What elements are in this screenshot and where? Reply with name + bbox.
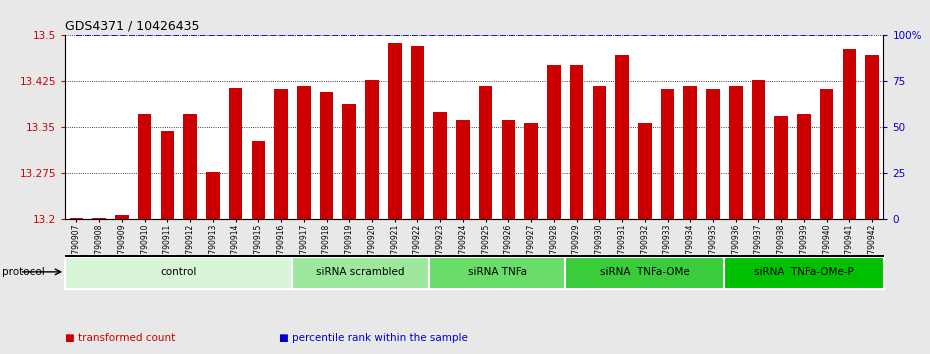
Text: siRNA TNFa: siRNA TNFa [468, 267, 526, 277]
Bar [92, 218, 106, 219]
Bar [115, 215, 128, 219]
Text: siRNA  TNFa-OMe: siRNA TNFa-OMe [600, 267, 690, 277]
Bar [751, 80, 765, 219]
Bar [616, 55, 629, 219]
Text: siRNA scrambled: siRNA scrambled [316, 267, 405, 277]
Bar [547, 65, 561, 219]
Bar [706, 90, 720, 219]
Bar [297, 86, 311, 219]
Bar [570, 65, 583, 219]
Bar [365, 80, 379, 219]
Bar [229, 87, 243, 219]
Text: protocol: protocol [2, 267, 45, 277]
FancyBboxPatch shape [65, 255, 883, 257]
Text: GDS4371 / 10426435: GDS4371 / 10426435 [65, 20, 200, 33]
Bar [638, 122, 652, 219]
Text: ■ transformed count: ■ transformed count [65, 333, 176, 343]
Bar [433, 112, 447, 219]
Text: ■ percentile rank within the sample: ■ percentile rank within the sample [279, 333, 468, 343]
Bar [820, 90, 833, 219]
FancyBboxPatch shape [292, 257, 429, 289]
Text: control: control [161, 267, 197, 277]
Bar [70, 218, 84, 219]
Bar [775, 116, 788, 219]
FancyBboxPatch shape [65, 257, 292, 289]
Bar [206, 172, 219, 219]
Bar [729, 86, 742, 219]
Bar [251, 141, 265, 219]
Bar [342, 104, 356, 219]
Bar [501, 120, 515, 219]
Bar [660, 90, 674, 219]
Bar [161, 131, 174, 219]
Bar [456, 120, 470, 219]
Bar [388, 43, 402, 219]
Bar [843, 49, 857, 219]
FancyBboxPatch shape [565, 257, 724, 289]
Bar [138, 114, 152, 219]
Bar [479, 86, 493, 219]
Bar [274, 90, 288, 219]
Bar [592, 86, 606, 219]
Bar [797, 114, 811, 219]
Bar [411, 46, 424, 219]
FancyBboxPatch shape [429, 257, 565, 289]
Bar [865, 55, 879, 219]
Bar [525, 122, 538, 219]
FancyBboxPatch shape [724, 257, 884, 289]
Bar [183, 114, 197, 219]
Bar [684, 86, 698, 219]
Text: siRNA  TNFa-OMe-P: siRNA TNFa-OMe-P [754, 267, 854, 277]
Bar [320, 92, 333, 219]
